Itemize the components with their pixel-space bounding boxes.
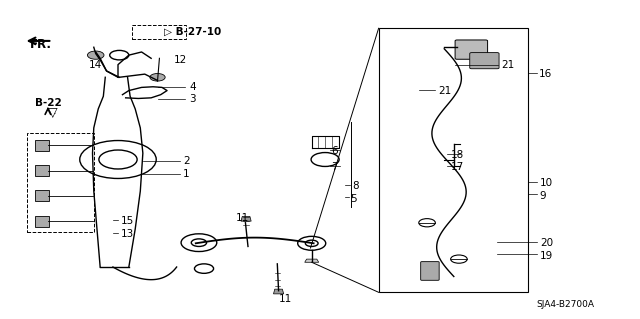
Text: 12: 12	[173, 55, 187, 65]
Text: ▷ B-27-10: ▷ B-27-10	[164, 26, 221, 36]
Text: 18: 18	[451, 150, 464, 160]
Text: 5: 5	[351, 194, 357, 204]
Text: 17: 17	[451, 162, 464, 172]
FancyBboxPatch shape	[455, 40, 488, 59]
Text: 14: 14	[89, 60, 102, 70]
FancyBboxPatch shape	[470, 53, 499, 69]
Text: 21: 21	[438, 85, 451, 96]
Text: 21: 21	[502, 60, 515, 70]
Text: 13: 13	[120, 229, 134, 239]
Circle shape	[88, 51, 104, 59]
Text: 1: 1	[183, 169, 189, 179]
Circle shape	[150, 73, 165, 81]
Text: 10: 10	[540, 178, 553, 188]
Text: 15: 15	[120, 216, 134, 226]
Text: 20: 20	[540, 238, 553, 248]
FancyBboxPatch shape	[35, 216, 49, 226]
FancyBboxPatch shape	[35, 165, 49, 176]
Text: ▽: ▽	[47, 106, 57, 119]
Text: 19: 19	[540, 251, 553, 261]
Text: 2: 2	[183, 156, 189, 166]
Text: SJA4-B2700A: SJA4-B2700A	[537, 300, 595, 309]
Text: B-22: B-22	[35, 98, 61, 108]
Text: 16: 16	[539, 69, 552, 79]
Text: 6: 6	[332, 146, 338, 156]
Polygon shape	[273, 289, 284, 294]
Text: 11: 11	[236, 213, 249, 223]
Text: 7: 7	[332, 162, 338, 172]
Text: 11: 11	[279, 294, 292, 304]
Text: FR.: FR.	[30, 38, 52, 51]
Text: SJA4: SJA4	[54, 113, 57, 114]
FancyBboxPatch shape	[420, 262, 439, 280]
Text: 4: 4	[189, 82, 196, 92]
Polygon shape	[241, 216, 251, 221]
Text: 9: 9	[540, 191, 547, 201]
Polygon shape	[305, 259, 319, 262]
FancyBboxPatch shape	[35, 190, 49, 201]
FancyBboxPatch shape	[35, 140, 49, 151]
Text: 8: 8	[352, 182, 358, 191]
Text: 3: 3	[189, 94, 196, 104]
